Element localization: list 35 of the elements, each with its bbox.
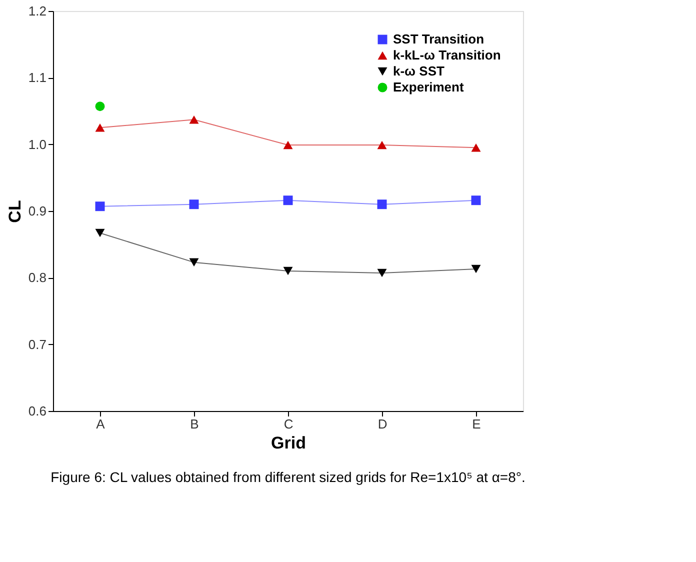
y-tick-label: 1.1 xyxy=(28,70,46,86)
legend-label: SST Transition xyxy=(393,32,484,46)
y-tick-label: 0.7 xyxy=(28,336,46,352)
point xyxy=(471,264,481,274)
point xyxy=(95,202,105,212)
point xyxy=(377,140,387,150)
point xyxy=(377,200,387,210)
legend-label: k-ω SST xyxy=(393,64,444,78)
legend-label: Experiment xyxy=(393,80,464,94)
y-tick-label: 1.0 xyxy=(28,136,46,152)
y-tick-label: 1.2 xyxy=(28,4,46,18)
point xyxy=(189,200,199,210)
point xyxy=(189,116,199,124)
x-tick-label: A xyxy=(96,416,106,432)
point xyxy=(283,140,293,150)
y-tick-label: 0.9 xyxy=(28,204,46,218)
point xyxy=(471,196,481,206)
y-tick-label: 0.6 xyxy=(28,404,46,418)
point xyxy=(471,144,481,152)
point xyxy=(189,258,199,266)
x-tick-label: C xyxy=(284,416,294,432)
y-axis-title: CL xyxy=(5,200,24,223)
point xyxy=(283,266,293,276)
x-tick-label: B xyxy=(190,416,199,432)
point xyxy=(377,268,387,278)
point xyxy=(95,102,105,112)
legend-label: k-kL-ω Transition xyxy=(393,48,501,62)
x-axis-title: Grid xyxy=(271,434,306,452)
point xyxy=(95,124,105,132)
point xyxy=(95,228,105,238)
x-tick-label: E xyxy=(472,416,482,432)
x-tick-label: D xyxy=(378,416,388,432)
caption: Figure 6: CL values obtained from different sized grids for Re=1x10⁵ at α=8°. xyxy=(50,469,526,485)
y-tick-label: 0.8 xyxy=(28,270,46,286)
point xyxy=(283,196,293,206)
